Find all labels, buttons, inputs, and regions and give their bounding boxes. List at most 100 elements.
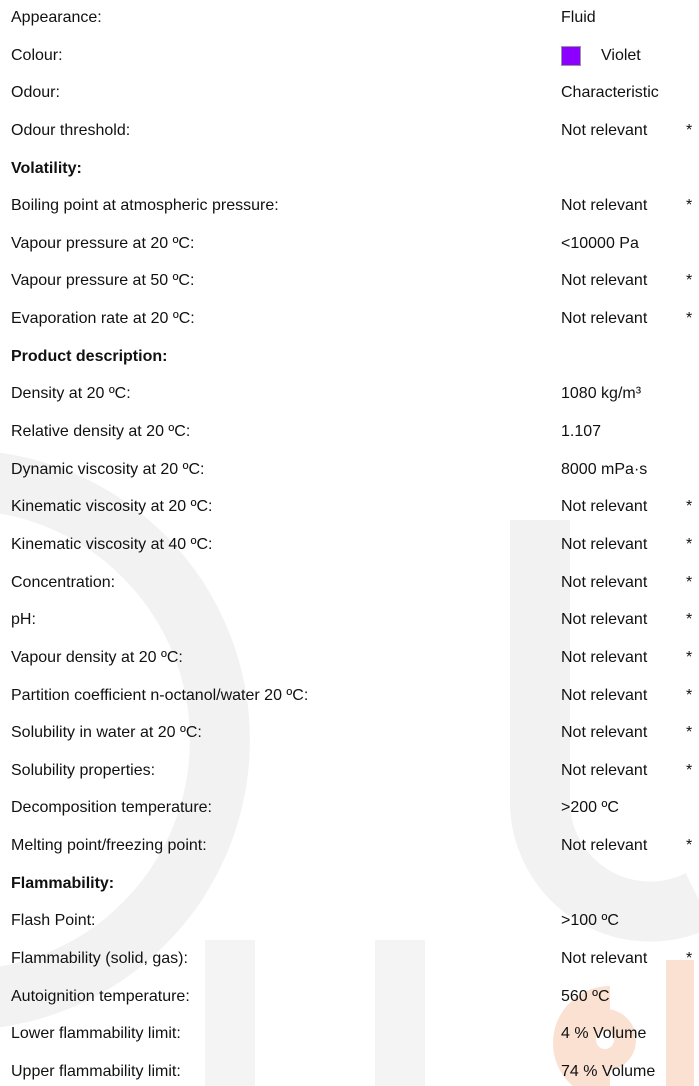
property-row: Lower flammability limit: 4 % Volume [0,1022,699,1046]
property-value: 560 ºC [561,987,610,1005]
property-label: Upper flammability limit: [11,1062,181,1080]
property-label: pH: [11,611,36,629]
section-heading: Volatility: [11,159,82,177]
footnote-mark: * [686,498,693,516]
colour-swatch [561,45,581,66]
property-value: 4 % Volume [561,1025,647,1043]
property-label: Dynamic viscosity at 20 ºC: [11,460,205,478]
footnote-mark: * [686,197,693,215]
property-row: Melting point/freezing point: Not relevan… [0,834,699,858]
watermark-arc [0,452,250,1028]
property-value: Not relevant [561,648,648,666]
property-row: Decomposition temperature: >200 ºC [0,796,699,820]
property-label: Flash Point: [11,912,96,930]
property-label: Vapour density at 20 ºC: [11,648,183,666]
property-label: Kinematic viscosity at 40 ºC: [11,535,213,553]
footnote-mark: * [686,535,693,553]
property-label: Solubility properties: [11,761,156,779]
property-value: Not relevant [561,197,648,215]
property-label: Concentration: [11,573,116,591]
section-heading: Flammability: [11,874,115,892]
property-label: Evaporation rate at 20 ºC: [11,310,195,328]
footnote-mark: * [686,761,693,779]
property-row: Boiling point at atmospheric pressure: No… [0,194,699,218]
property-label: Odour threshold: [11,121,131,139]
footnote-mark: * [686,724,693,742]
property-label: Colour: [11,46,63,64]
watermark-stroke [205,940,425,1086]
property-label: Autoignition temperature: [11,987,190,1005]
property-row: Kinematic viscosity at 20 ºC: Not relevan… [0,495,699,519]
footnote-mark: * [686,950,693,967]
property-label: Odour: [11,84,60,102]
property-row: Appearance: Fluid [0,6,699,30]
property-value: Not relevant [561,686,648,704]
property-label: Melting point/freezing point: [11,837,207,855]
property-value: Fluid [561,9,596,26]
footnote-mark: * [686,611,693,629]
property-row: Partition coefficient n-octanol/water 20… [0,684,699,708]
property-label: Density at 20 ºC: [11,385,131,403]
property-value: >200 ºC [561,799,619,817]
property-row: Odour: Characteristic [0,81,699,105]
property-value: Not relevant [561,761,648,779]
property-label: Decomposition temperature: [11,799,212,817]
property-value: Not relevant [561,837,648,855]
section-heading-row: Product description: [0,345,699,369]
property-row: Evaporation rate at 20 ºC: Not relevant * [0,307,699,331]
property-label: Flammability (solid, gas): [11,950,188,967]
property-value: 1080 kg/m³ [561,385,642,403]
property-row: Odour threshold: Not relevant * [0,119,699,143]
property-value: Not relevant [561,611,648,629]
property-row: Solubility in water at 20 ºC: Not relevan… [0,721,699,745]
property-row: Dynamic viscosity at 20 ºC: 8000 mPa·s [0,458,699,482]
property-row: Flammability (solid, gas): Not relevant * [0,947,699,971]
footnote-mark: * [686,310,693,328]
property-row: Concentration: Not relevant * [0,571,699,595]
property-label: Relative density at 20 ºC: [11,423,191,441]
property-row: pH: Not relevant * [0,608,699,632]
footnote-mark: * [686,648,693,666]
footnote-mark: * [686,837,693,855]
property-row: Vapour density at 20 ºC: Not relevant * [0,646,699,670]
property-label: Solubility in water at 20 ºC: [11,724,202,742]
property-value: >100 ºC [561,912,619,930]
property-value: 8000 mPa·s [561,460,648,478]
footnote-mark: * [686,573,693,591]
property-row: Colour: Violet [0,44,699,68]
property-label: Vapour pressure at 20 ºC: [11,234,195,252]
property-label: Boiling point at atmospheric pressure: [11,197,279,215]
property-label: Partition coefficient n-octanol/water 20… [11,686,309,704]
property-value: Not relevant [561,950,648,967]
property-value: Characteristic [561,84,659,102]
footnote-mark: * [686,272,693,290]
property-value: Not relevant [561,121,648,139]
footnote-mark: * [686,686,693,704]
property-row: Relative density at 20 ºC: 1.107 [0,420,699,444]
property-row: Kinematic viscosity at 40 ºC: Not relevan… [0,533,699,557]
footnote-mark: * [686,121,693,139]
section-heading-row: Flammability: [0,872,699,896]
section-heading: Product description: [11,347,168,365]
watermark-stroke [553,960,694,1086]
property-value: 1.107 [561,423,602,441]
property-value: Not relevant [561,724,648,742]
property-row: Solubility properties: Not relevant * [0,759,699,783]
property-row: Flash Point: >100 ºC [0,909,699,933]
property-value: 74 % Volume [561,1062,656,1080]
property-value: Violet [601,46,641,64]
property-row: Upper flammability limit: 74 % Volume [0,1060,699,1084]
property-label: Lower flammability limit: [11,1025,181,1043]
property-value: Not relevant [561,272,648,290]
property-label: Kinematic viscosity at 20 ºC: [11,498,213,516]
property-row: Autoignition temperature: 560 ºC [0,985,699,1009]
property-label: Vapour pressure at 50 ºC: [11,272,195,290]
property-label: Appearance: [11,9,102,26]
property-value: Not relevant [561,573,648,591]
watermark-stroke [509,520,699,942]
section-heading-row: Volatility: [0,157,699,181]
property-row: Density at 20 ºC: 1080 kg/m³ [0,382,699,406]
